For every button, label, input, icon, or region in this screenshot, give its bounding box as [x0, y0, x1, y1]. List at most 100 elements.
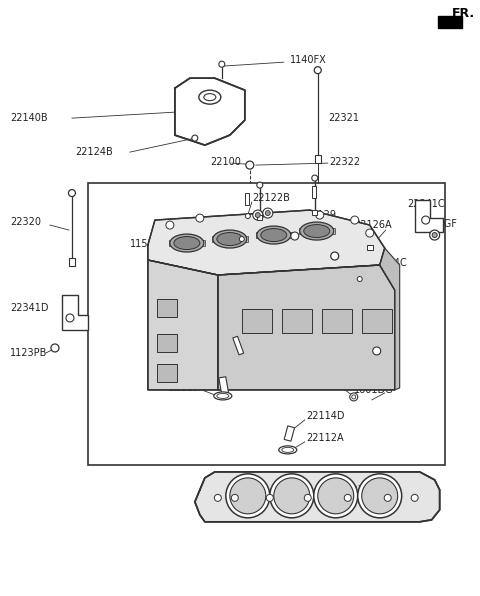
- Text: 22114D: 22114D: [193, 359, 231, 369]
- Circle shape: [357, 277, 362, 281]
- Text: 22320: 22320: [10, 217, 41, 227]
- Circle shape: [245, 213, 250, 219]
- Circle shape: [358, 474, 402, 518]
- Circle shape: [430, 230, 440, 240]
- Text: 1571TC: 1571TC: [362, 327, 398, 337]
- Circle shape: [362, 478, 398, 514]
- Text: 22100: 22100: [210, 157, 240, 167]
- Bar: [256, 232, 292, 238]
- Text: 22122B: 22122B: [252, 193, 290, 203]
- Circle shape: [266, 494, 273, 501]
- Circle shape: [344, 494, 351, 501]
- Bar: [69, 258, 75, 266]
- Ellipse shape: [304, 225, 330, 238]
- Ellipse shape: [213, 230, 247, 248]
- Text: 22114D: 22114D: [306, 411, 344, 421]
- Circle shape: [226, 474, 270, 518]
- Bar: [284, 426, 295, 441]
- Circle shape: [256, 211, 264, 219]
- Text: 1152AB: 1152AB: [130, 239, 168, 249]
- Circle shape: [411, 494, 418, 501]
- Text: 22126A: 22126A: [355, 220, 392, 230]
- Circle shape: [312, 175, 318, 181]
- Text: 1125GF: 1125GF: [420, 219, 457, 229]
- Bar: [169, 240, 205, 246]
- Ellipse shape: [257, 226, 291, 244]
- Text: 22124C: 22124C: [370, 258, 408, 268]
- Circle shape: [316, 211, 324, 219]
- Circle shape: [166, 221, 174, 229]
- Circle shape: [384, 494, 391, 501]
- Text: 22140B: 22140B: [10, 113, 48, 123]
- Bar: [245, 193, 249, 205]
- Circle shape: [219, 61, 225, 67]
- Circle shape: [432, 232, 437, 238]
- Text: 22322: 22322: [330, 157, 361, 167]
- Circle shape: [304, 494, 311, 501]
- Text: 11533: 11533: [148, 277, 179, 287]
- FancyBboxPatch shape: [322, 309, 352, 333]
- Text: 1140FX: 1140FX: [290, 55, 326, 65]
- Text: 1123PB: 1123PB: [10, 348, 48, 358]
- Bar: [367, 245, 372, 250]
- Circle shape: [257, 182, 263, 188]
- Text: 22341C: 22341C: [408, 199, 445, 209]
- Circle shape: [318, 478, 354, 514]
- Text: 1601DG: 1601DG: [354, 385, 393, 395]
- Circle shape: [421, 216, 430, 224]
- Circle shape: [350, 393, 358, 401]
- Text: 1573GE: 1573GE: [315, 377, 353, 387]
- Text: 22321: 22321: [328, 113, 359, 123]
- Circle shape: [372, 347, 381, 355]
- Circle shape: [270, 474, 314, 518]
- Bar: [212, 236, 248, 242]
- Circle shape: [352, 395, 356, 399]
- Text: 22125A: 22125A: [298, 228, 336, 238]
- Polygon shape: [218, 265, 395, 390]
- Ellipse shape: [170, 234, 204, 252]
- Text: 22124B: 22124B: [205, 223, 242, 233]
- Ellipse shape: [300, 222, 334, 240]
- FancyBboxPatch shape: [242, 309, 272, 333]
- Circle shape: [196, 214, 204, 222]
- Circle shape: [231, 494, 238, 501]
- Text: 22124B: 22124B: [75, 147, 113, 157]
- Circle shape: [314, 67, 321, 74]
- Circle shape: [69, 190, 75, 197]
- Ellipse shape: [199, 90, 221, 104]
- Polygon shape: [62, 295, 88, 330]
- Polygon shape: [380, 248, 400, 390]
- Bar: [257, 215, 262, 220]
- Polygon shape: [415, 200, 443, 232]
- FancyBboxPatch shape: [282, 309, 312, 333]
- Circle shape: [240, 237, 244, 241]
- Circle shape: [246, 161, 254, 169]
- Circle shape: [192, 135, 198, 141]
- Circle shape: [314, 474, 358, 518]
- Bar: [315, 155, 321, 163]
- Text: 22341D: 22341D: [10, 303, 48, 313]
- Circle shape: [291, 232, 299, 240]
- Text: 22112A: 22112A: [306, 433, 343, 443]
- Text: 22129: 22129: [305, 210, 336, 220]
- Ellipse shape: [282, 448, 294, 452]
- FancyBboxPatch shape: [157, 334, 177, 352]
- Circle shape: [274, 478, 310, 514]
- Circle shape: [331, 252, 339, 260]
- Bar: [233, 336, 244, 355]
- Ellipse shape: [217, 393, 229, 398]
- Circle shape: [366, 229, 374, 237]
- Circle shape: [66, 314, 74, 322]
- Bar: [312, 186, 316, 198]
- Text: 22311: 22311: [340, 485, 371, 495]
- Ellipse shape: [204, 94, 216, 101]
- Text: 22125C: 22125C: [193, 313, 231, 323]
- Bar: [299, 228, 335, 234]
- Circle shape: [265, 210, 270, 216]
- Ellipse shape: [217, 232, 243, 246]
- Ellipse shape: [174, 237, 200, 250]
- Circle shape: [215, 494, 221, 501]
- FancyBboxPatch shape: [88, 183, 444, 465]
- Ellipse shape: [279, 446, 297, 454]
- Circle shape: [230, 478, 266, 514]
